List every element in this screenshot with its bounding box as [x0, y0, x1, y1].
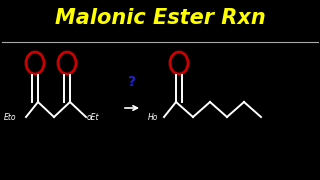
Text: ?: ?: [128, 75, 136, 89]
Text: Eto: Eto: [4, 112, 17, 122]
Text: Ho: Ho: [148, 112, 158, 122]
Text: oEt: oEt: [87, 112, 100, 122]
Text: Malonic Ester Rxn: Malonic Ester Rxn: [55, 8, 265, 28]
